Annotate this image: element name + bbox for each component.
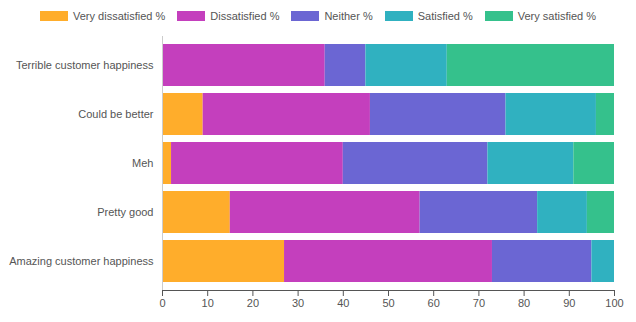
html-text:Neither %: Neither % — [324, 10, 373, 22]
svg-text:Meh: Meh — [132, 157, 153, 169]
svg-text:Pretty good: Pretty good — [97, 206, 153, 218]
svg-text:30: 30 — [292, 297, 304, 309]
html-text:Dissatisfied %: Dissatisfied % — [210, 10, 280, 22]
svg-text:Terrible customer happiness: Terrible customer happiness — [16, 59, 154, 71]
html-text:Very dissatisfied %: Very dissatisfied % — [73, 10, 166, 22]
svg-text:100: 100 — [605, 297, 623, 309]
svg-text:40: 40 — [337, 297, 349, 309]
svg-text:Could be better: Could be better — [78, 108, 154, 120]
svg-text:90: 90 — [563, 297, 575, 309]
svg-text:70: 70 — [473, 297, 485, 309]
svg-text:50: 50 — [382, 297, 394, 309]
svg-text:60: 60 — [428, 297, 440, 309]
html-text:Very satisfied %: Very satisfied % — [517, 10, 596, 22]
html-text:Satisfied %: Satisfied % — [417, 10, 473, 22]
svg-text:20: 20 — [247, 297, 259, 309]
svg-text:0: 0 — [159, 297, 165, 309]
svg-text:10: 10 — [202, 297, 214, 309]
svg-text:Amazing customer happiness: Amazing customer happiness — [9, 255, 154, 267]
svg-text:80: 80 — [518, 297, 530, 309]
